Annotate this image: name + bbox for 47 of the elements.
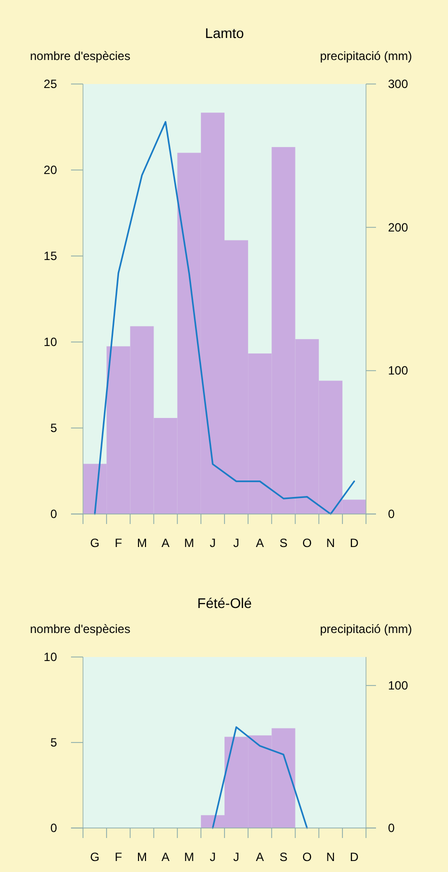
x-tick-label: J (233, 536, 240, 550)
x-tick-label: N (326, 850, 335, 864)
x-tick-label: N (326, 536, 335, 550)
x-tick-label: J (233, 850, 240, 864)
y-tick-label: 5 (50, 421, 58, 435)
y2-tick-label: 200 (388, 220, 408, 234)
x-tick-label: A (256, 536, 264, 550)
y-axis-title: nombre d'espècies (30, 49, 130, 63)
x-tick-label: G (90, 850, 100, 864)
x-tick-label: A (162, 850, 170, 864)
x-tick-label: A (162, 536, 170, 550)
x-tick-label: G (90, 536, 100, 550)
x-tick-label: M (136, 850, 147, 864)
y-tick-label: 10 (44, 650, 58, 664)
y2-tick-label: 0 (388, 821, 395, 835)
line-series (212, 726, 308, 829)
x-tick-label: D (350, 536, 359, 550)
x-tick-label: D (350, 850, 359, 864)
y2-tick-label: 300 (388, 77, 408, 91)
line-series (94, 121, 356, 515)
y-tick-label: 5 (50, 736, 58, 750)
x-tick-label: F (114, 536, 122, 550)
y-axis-title: nombre d'espècies (30, 622, 130, 636)
y-tick-label: 20 (44, 163, 58, 177)
x-tick-label: A (256, 850, 264, 864)
y-tick-label: 10 (44, 335, 58, 349)
x-tick-label: J (210, 536, 216, 550)
x-tick-label: O (302, 536, 312, 550)
x-tick-label: F (114, 850, 122, 864)
y-tick-label: 0 (50, 821, 58, 835)
x-tick-label: J (210, 850, 216, 864)
x-tick-label: M (184, 536, 194, 550)
x-tick-label: S (279, 536, 288, 550)
y-tick-label: 15 (44, 249, 58, 263)
x-tick-label: S (279, 850, 288, 864)
x-tick-label: O (302, 850, 312, 864)
y2-tick-label: 100 (388, 364, 408, 378)
x-tick-label: M (184, 850, 194, 864)
x-tick-label: M (136, 536, 147, 550)
chart-title: Fété-Olé (197, 595, 252, 611)
y-tick-label: 0 (50, 507, 58, 521)
y2-axis-title: precipitació (mm) (320, 622, 412, 636)
y2-tick-label: 100 (388, 678, 408, 692)
y2-tick-label: 0 (388, 507, 395, 521)
y2-axis-title: precipitació (mm) (320, 49, 412, 63)
chart-title: Lamto (205, 25, 244, 41)
y-tick-label: 25 (44, 77, 58, 91)
